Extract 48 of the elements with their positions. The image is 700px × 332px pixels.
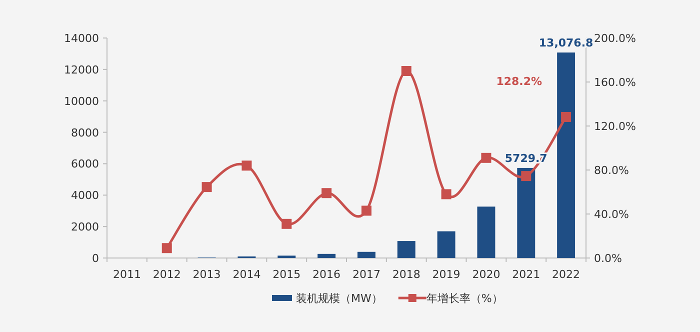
x-tick-label: 2018 (392, 268, 420, 281)
x-tick-label: 2013 (192, 268, 221, 281)
y2-tick-label: 80.0% (594, 164, 629, 177)
point (322, 188, 332, 198)
bar (357, 252, 376, 258)
point (481, 152, 492, 163)
bar (517, 168, 536, 258)
x-tick-label: 2019 (432, 268, 460, 281)
point (441, 189, 452, 200)
x-tick-label: 2021 (512, 268, 540, 281)
y2-tick-label: 0.0% (594, 252, 622, 265)
point (401, 66, 412, 76)
y2-tick-label: 120.0% (594, 120, 636, 133)
point (561, 112, 572, 122)
y2-tick-label: 160.0% (594, 76, 636, 89)
point (521, 171, 532, 182)
data-label: 128.2% (496, 74, 542, 88)
y-tick-label: 14000 (64, 32, 99, 45)
x-tick-label: 2015 (272, 268, 301, 281)
bar (557, 52, 576, 258)
point (162, 243, 172, 254)
bar (318, 254, 336, 258)
x-tick-label: 2014 (232, 268, 261, 281)
x-tick-label: 2016 (312, 268, 341, 281)
data-label: 13,076.8 (538, 36, 594, 50)
point (282, 218, 292, 229)
y-tick-label: 6000 (71, 158, 99, 171)
y-tick-label: 4000 (71, 189, 99, 202)
y2-tick-label: 40.0% (594, 208, 629, 221)
x-tick-label: 2020 (472, 268, 500, 281)
x-tick-label: 2012 (152, 268, 181, 281)
bar (437, 231, 456, 258)
y-tick-label: 8000 (71, 126, 99, 140)
x-tick-label: 2022 (552, 268, 580, 281)
x-tick-label: 2011 (112, 268, 141, 281)
bar (397, 241, 416, 258)
y2-tick-label: 200.0% (594, 32, 636, 45)
y-tick-label: 12000 (64, 63, 99, 76)
legend-label: 装机规模（MW） (296, 292, 382, 305)
point (202, 182, 212, 192)
point (361, 206, 372, 216)
x-tick-label: 2017 (352, 268, 380, 281)
point (242, 160, 252, 171)
legend-label: 年增长率（%） (426, 292, 503, 305)
y-tick-label: 0 (92, 252, 99, 265)
bar (477, 206, 496, 258)
y-tick-label: 10000 (64, 94, 99, 108)
y-tick-label: 2000 (71, 220, 99, 234)
